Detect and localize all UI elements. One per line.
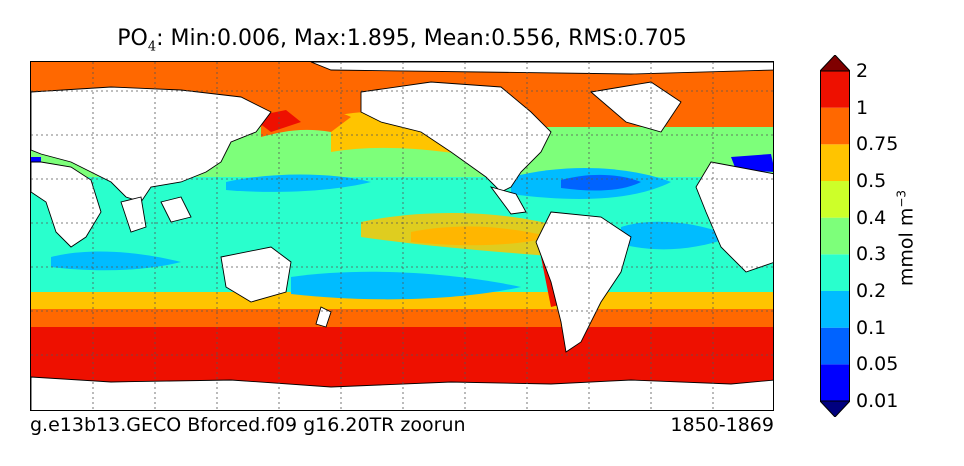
eurasia [31,86,272,203]
colorbar-tick-label: 2 [856,60,869,82]
colorbar-extend-low [820,400,850,417]
year-range: 1850-1869 [670,414,774,436]
unit-base: mmol m [895,207,918,287]
indian-gyre [51,251,181,271]
central-america [489,186,527,215]
colorbar-segment [820,217,850,255]
colorbar-unit: mmol m−3 [894,190,917,286]
colorbar-extend-high [820,55,850,72]
ocean-map [30,61,774,411]
colorbar-segment [820,364,850,401]
south-america [535,211,632,353]
greenland [589,81,682,133]
colorbar-segment [820,181,850,218]
map-gridlines [31,62,773,410]
colorbar-tick-label: 0.4 [856,206,887,229]
north-america [360,81,552,193]
colorbar-tick-label: 0.05 [856,353,899,376]
eq-pacific-yellow [361,212,561,257]
south-atlantic-gyre [621,221,731,250]
colorbar-segment [820,71,850,108]
colorbar-tick-label: 0.75 [856,133,899,156]
africa-west [695,161,773,273]
ocean-field [31,62,773,410]
colorbar [820,55,850,417]
colorbar-tick-label: 0.1 [856,316,887,339]
colorbar-tick-label: 1 [856,96,869,119]
title-species: PO [117,26,148,51]
colorbar-segment [820,254,850,291]
colorbar-segment [820,291,850,328]
southern-orange-band [31,307,773,327]
south-pacific-gyre [291,271,521,300]
colorbar-segment [820,107,850,145]
indochina [160,196,192,223]
africa-east [31,161,102,248]
title-subscript: 4 [147,39,157,55]
colorbar-segment [820,144,850,181]
australia [220,246,292,303]
colorbar-tick-label: 0.5 [856,170,887,192]
map-title: PO4: Min:0.006, Max:1.895, Mean:0.556, R… [30,26,774,54]
land [31,62,773,410]
new-zealand [315,306,332,328]
colorbar-tick-label: 0.01 [856,390,899,412]
colorbar-tick-label: 0.2 [856,280,887,302]
title-stats: : Min:0.006, Max:1.895, Mean:0.556, RMS:… [156,26,687,51]
colorbar-segment [820,327,850,365]
india [120,196,147,233]
colorbar-tick-label: 0.3 [856,243,887,266]
arctic-edge [310,62,773,75]
unit-exponent: −3 [894,189,909,208]
case-name: g.e13b13.GECO Bforced.f09 g16.20TR zooru… [30,414,466,436]
antarctica [31,376,773,410]
